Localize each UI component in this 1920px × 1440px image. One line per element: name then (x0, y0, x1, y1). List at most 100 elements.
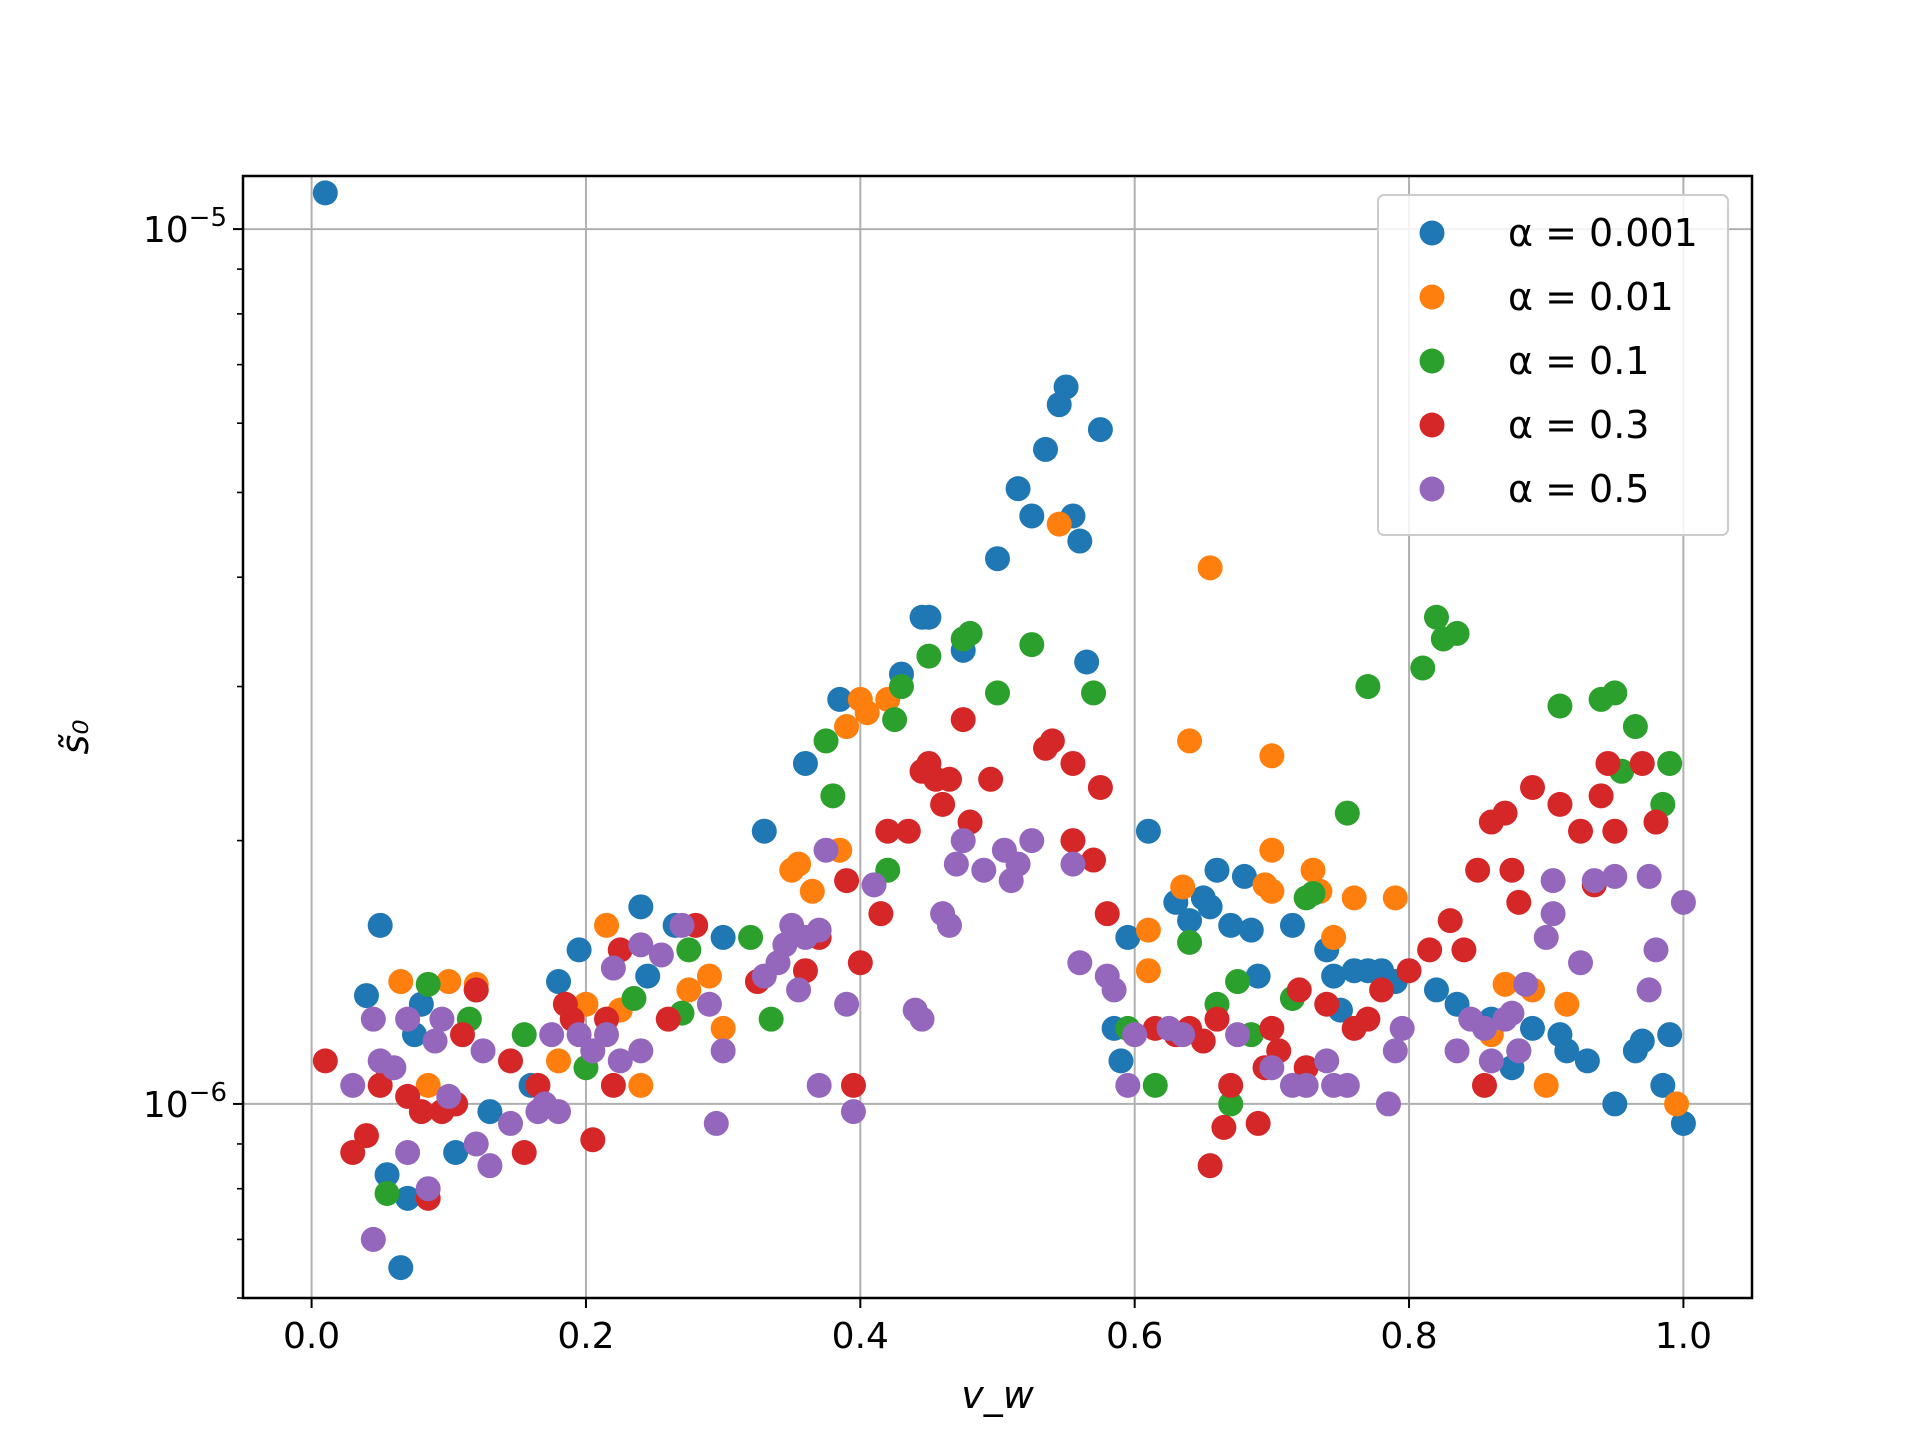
data-point (498, 1048, 524, 1074)
data-point (463, 977, 489, 1003)
y-tick-label-exponent: −5 (189, 203, 227, 233)
data-point (1636, 977, 1662, 1003)
data-point (628, 1072, 654, 1098)
data-point (1554, 991, 1580, 1017)
data-point (827, 686, 853, 712)
data-point (840, 1072, 866, 1098)
data-point (710, 1038, 736, 1064)
data-point (888, 674, 914, 700)
y-tick-label-base: 10 (143, 210, 189, 251)
y-tick-label-exponent: −6 (189, 1078, 227, 1108)
data-point (1540, 901, 1566, 927)
data-point (566, 937, 592, 963)
data-point (1355, 1006, 1381, 1032)
x-tick-label: 0.4 (832, 1316, 889, 1357)
data-point (1293, 1072, 1319, 1098)
data-point (978, 766, 1004, 792)
data-point (1115, 1072, 1141, 1098)
data-point (443, 1139, 469, 1165)
data-point (971, 857, 997, 883)
data-point (1081, 680, 1107, 706)
data-point (415, 1176, 441, 1202)
data-point (1375, 1091, 1401, 1117)
data-point (546, 969, 572, 995)
data-point (1602, 863, 1628, 889)
data-point (1177, 908, 1203, 934)
data-point (1060, 750, 1086, 776)
data-point (1245, 963, 1271, 989)
data-point (374, 1162, 400, 1188)
data-point (1629, 750, 1655, 776)
data-point (415, 971, 441, 997)
legend-marker (1419, 476, 1445, 502)
data-point (360, 1226, 386, 1252)
x-tick-label: 0.8 (1380, 1316, 1437, 1357)
data-point (792, 958, 818, 984)
data-point (1321, 924, 1347, 950)
data-point (655, 1006, 681, 1032)
data-point (594, 1022, 620, 1048)
data-point (340, 1072, 366, 1098)
data-point (1369, 977, 1395, 1003)
data-point (1595, 750, 1621, 776)
data-point (1334, 800, 1360, 826)
data-point (1053, 374, 1079, 400)
data-point (792, 750, 818, 776)
data-point (710, 1015, 736, 1041)
data-point (1135, 958, 1161, 984)
data-point (786, 977, 812, 1003)
legend-label: α = 0.5 (1508, 467, 1649, 511)
data-point (1218, 1091, 1244, 1117)
legend-marker (1419, 284, 1445, 310)
data-point (1204, 857, 1230, 883)
data-point (676, 977, 702, 1003)
legend-label: α = 0.001 (1508, 211, 1698, 255)
data-point (1081, 847, 1107, 873)
x-tick-label: 0.2 (557, 1316, 614, 1357)
data-point (813, 837, 839, 863)
data-point (1067, 528, 1093, 554)
data-point (1293, 1055, 1319, 1081)
data-point (429, 1006, 455, 1032)
data-point (847, 950, 873, 976)
data-point (374, 1180, 400, 1206)
data-point (930, 791, 956, 817)
data-point (1520, 1015, 1546, 1041)
data-point (950, 707, 976, 733)
data-point (1389, 1015, 1415, 1041)
data-point (1506, 889, 1532, 915)
data-point (1087, 417, 1113, 443)
data-point (1135, 818, 1161, 844)
data-point (312, 180, 338, 206)
data-point (353, 983, 379, 1009)
data-point (1670, 1110, 1696, 1136)
data-point (943, 851, 969, 877)
data-point (1382, 1038, 1408, 1064)
legend-marker (1419, 220, 1445, 246)
series-0-points (312, 180, 1696, 1281)
data-point (1410, 655, 1436, 681)
data-point (1643, 809, 1669, 835)
data-point (806, 917, 832, 943)
data-point (1355, 674, 1381, 700)
data-point (1629, 1028, 1655, 1054)
data-point (703, 1110, 729, 1136)
data-point (648, 942, 674, 968)
data-point (353, 1123, 379, 1149)
data-point (1650, 1072, 1676, 1098)
data-point (676, 937, 702, 963)
data-point (861, 872, 887, 898)
data-point (1314, 1048, 1340, 1074)
data-point (1218, 1072, 1244, 1098)
data-point (985, 546, 1010, 572)
data-point (1602, 1091, 1628, 1117)
data-point (477, 1099, 503, 1125)
data-point (1520, 774, 1546, 800)
data-point (1471, 1072, 1497, 1098)
data-point (1499, 857, 1525, 883)
data-point (1197, 555, 1223, 581)
data-point (1259, 837, 1285, 863)
data-point (1547, 791, 1573, 817)
data-point (1190, 1028, 1216, 1054)
